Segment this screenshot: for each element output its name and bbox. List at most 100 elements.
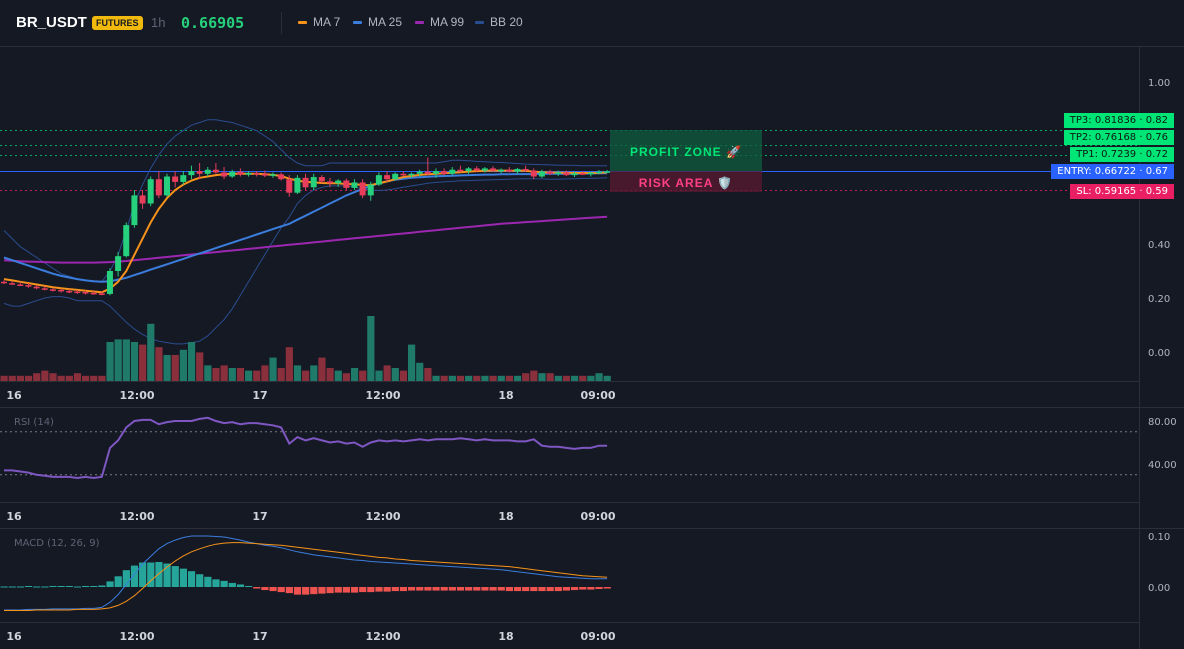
volume-bar bbox=[82, 375, 90, 381]
candle-body bbox=[221, 172, 228, 177]
candle-body bbox=[481, 168, 488, 171]
volume-bar bbox=[41, 370, 49, 381]
legend-ma25[interactable]: MA 25 bbox=[353, 15, 402, 29]
trade-zones bbox=[610, 130, 762, 192]
candle-body bbox=[400, 173, 407, 176]
macd-histogram-bar bbox=[277, 587, 285, 593]
volume-bar bbox=[538, 373, 546, 381]
volume-bars bbox=[0, 316, 611, 381]
macd-histogram-bar bbox=[212, 579, 220, 587]
time-tick-label: 12:00 bbox=[119, 389, 154, 402]
macd-histogram-bar bbox=[408, 587, 416, 591]
signal-line bbox=[4, 542, 608, 611]
last-price: 0.66905 bbox=[181, 14, 245, 32]
volume-bar bbox=[122, 339, 130, 381]
candle-body bbox=[180, 175, 187, 182]
volume-bar bbox=[49, 373, 57, 381]
tp1-axis: 0.72 bbox=[1145, 149, 1168, 160]
macd-histogram-bar bbox=[33, 586, 41, 588]
candle-body bbox=[41, 288, 48, 290]
candle-body bbox=[514, 168, 521, 172]
risk-area-label: RISK AREA 🛡️ bbox=[638, 176, 734, 190]
macd-histogram-bar bbox=[505, 587, 513, 592]
volume-bar bbox=[277, 368, 285, 381]
candle-body bbox=[131, 195, 138, 226]
candle-body bbox=[343, 180, 350, 188]
candle-body bbox=[375, 175, 382, 185]
candle-body bbox=[17, 284, 24, 286]
market-badge: FUTURES bbox=[92, 16, 143, 30]
entry-tag[interactable]: ENTRY: 0.66722 · 0.67 bbox=[1051, 164, 1174, 179]
legend-ma99[interactable]: MA 99 bbox=[415, 15, 464, 29]
macd-histogram-bar bbox=[285, 587, 293, 594]
candle-body bbox=[384, 175, 391, 180]
tp1-tag[interactable]: TP1: 0.7239 · 0.72 bbox=[1070, 147, 1174, 162]
volume-bar bbox=[416, 362, 424, 381]
sl-tag[interactable]: SL: 0.59165 · 0.59 bbox=[1070, 184, 1174, 199]
macd-histogram-bar bbox=[546, 587, 554, 592]
candle-body bbox=[392, 173, 399, 180]
macd-histogram-bar bbox=[310, 587, 318, 595]
level-lines bbox=[0, 130, 1139, 476]
legend-ma25-label: MA 25 bbox=[368, 15, 403, 29]
candle-body bbox=[432, 171, 439, 174]
candle-body bbox=[294, 177, 301, 193]
volume-bar bbox=[375, 370, 383, 381]
macd-histogram-bar bbox=[24, 585, 33, 587]
macd-histogram-bar bbox=[489, 587, 497, 591]
macd-histogram-bar bbox=[302, 587, 310, 595]
macd-histogram-bar bbox=[147, 562, 155, 587]
tp3-axis: 0.82 bbox=[1145, 115, 1168, 126]
macd-histogram-bar bbox=[391, 587, 399, 592]
macd-histogram-bar bbox=[522, 587, 530, 592]
timeframe-label[interactable]: 1h bbox=[151, 15, 166, 30]
macd-histogram-bar bbox=[326, 587, 334, 594]
candle-body bbox=[351, 182, 358, 188]
macd-histogram-bar bbox=[236, 584, 245, 587]
candle-body bbox=[547, 171, 554, 174]
symbol-title[interactable]: BR_USDT bbox=[16, 14, 87, 31]
time-tick-label: 12:00 bbox=[365, 630, 400, 643]
candlesticks bbox=[1, 157, 611, 296]
time-tick-label: 17 bbox=[252, 630, 267, 643]
macd-histogram-bar bbox=[8, 586, 16, 588]
volume-bar bbox=[302, 370, 310, 381]
legend-ma7[interactable]: MA 7 bbox=[298, 15, 340, 29]
macd-histogram-bar bbox=[334, 587, 342, 593]
volume-bar bbox=[0, 375, 8, 381]
legend-ma25-swatch bbox=[353, 20, 362, 24]
macd-histogram-bar bbox=[375, 587, 383, 592]
macd-histogram-bar bbox=[342, 587, 350, 593]
tp2-tag[interactable]: TP2: 0.76168 · 0.76 bbox=[1063, 130, 1174, 145]
time-tick-label: 12:00 bbox=[119, 630, 154, 643]
volume-bar bbox=[546, 373, 554, 381]
candle-body bbox=[335, 180, 342, 184]
candle-body bbox=[310, 177, 317, 188]
legend-bb20-label: BB 20 bbox=[490, 15, 523, 29]
candle-body bbox=[359, 182, 366, 196]
macd-histogram-bar bbox=[440, 587, 448, 591]
candle-body bbox=[58, 289, 65, 292]
time-tick-label: 16 bbox=[6, 630, 22, 643]
candle-body bbox=[90, 292, 97, 295]
volume-bar bbox=[383, 365, 391, 381]
macd-line bbox=[4, 535, 608, 611]
volume-bar bbox=[285, 347, 293, 381]
risk-area-box bbox=[610, 171, 762, 192]
tp3-tag[interactable]: TP3: 0.81836 · 0.82 bbox=[1063, 113, 1174, 128]
volume-bar bbox=[318, 357, 326, 381]
price-tick-label: 1.00 bbox=[1148, 78, 1170, 89]
rsi-title: RSI (14) bbox=[14, 417, 54, 428]
macd-tick-label: 0.10 bbox=[1148, 532, 1170, 543]
volume-bar bbox=[424, 368, 432, 381]
volume-bar bbox=[98, 375, 106, 381]
candle-body bbox=[506, 169, 513, 172]
macd-histogram-bar bbox=[538, 587, 546, 592]
legend-bb20[interactable]: BB 20 bbox=[475, 15, 523, 29]
candle-body bbox=[441, 171, 448, 174]
macd-histogram-bar bbox=[82, 585, 90, 587]
candle-body bbox=[172, 176, 179, 182]
bollinger-bands bbox=[3, 119, 608, 345]
volume-bar bbox=[147, 323, 155, 381]
